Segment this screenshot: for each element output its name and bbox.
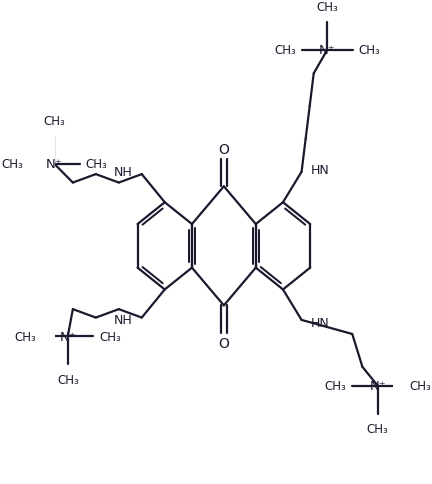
Text: HN: HN — [311, 316, 330, 329]
Text: O: O — [219, 336, 229, 350]
Text: CH₃: CH₃ — [1, 158, 23, 171]
Text: N⁺: N⁺ — [46, 158, 63, 171]
Text: N⁺: N⁺ — [60, 330, 76, 343]
Text: CH₃: CH₃ — [43, 115, 65, 128]
Text: CH₃: CH₃ — [359, 44, 381, 57]
Text: N⁺: N⁺ — [369, 379, 386, 392]
Text: CH₃: CH₃ — [99, 330, 121, 343]
Text: CH₃: CH₃ — [316, 1, 338, 14]
Text: NH: NH — [114, 166, 132, 179]
Text: NH: NH — [114, 314, 132, 327]
Text: CH₃: CH₃ — [409, 379, 431, 392]
Text: CH₃: CH₃ — [15, 330, 36, 343]
Text: CH₃: CH₃ — [86, 158, 108, 171]
Text: CH₃: CH₃ — [324, 379, 346, 392]
Text: CH₃: CH₃ — [367, 422, 388, 435]
Text: N⁺: N⁺ — [319, 44, 336, 57]
Text: CH₃: CH₃ — [274, 44, 296, 57]
Text: HN: HN — [311, 164, 330, 177]
Text: O: O — [219, 142, 229, 156]
Text: CH₃: CH₃ — [57, 373, 79, 386]
